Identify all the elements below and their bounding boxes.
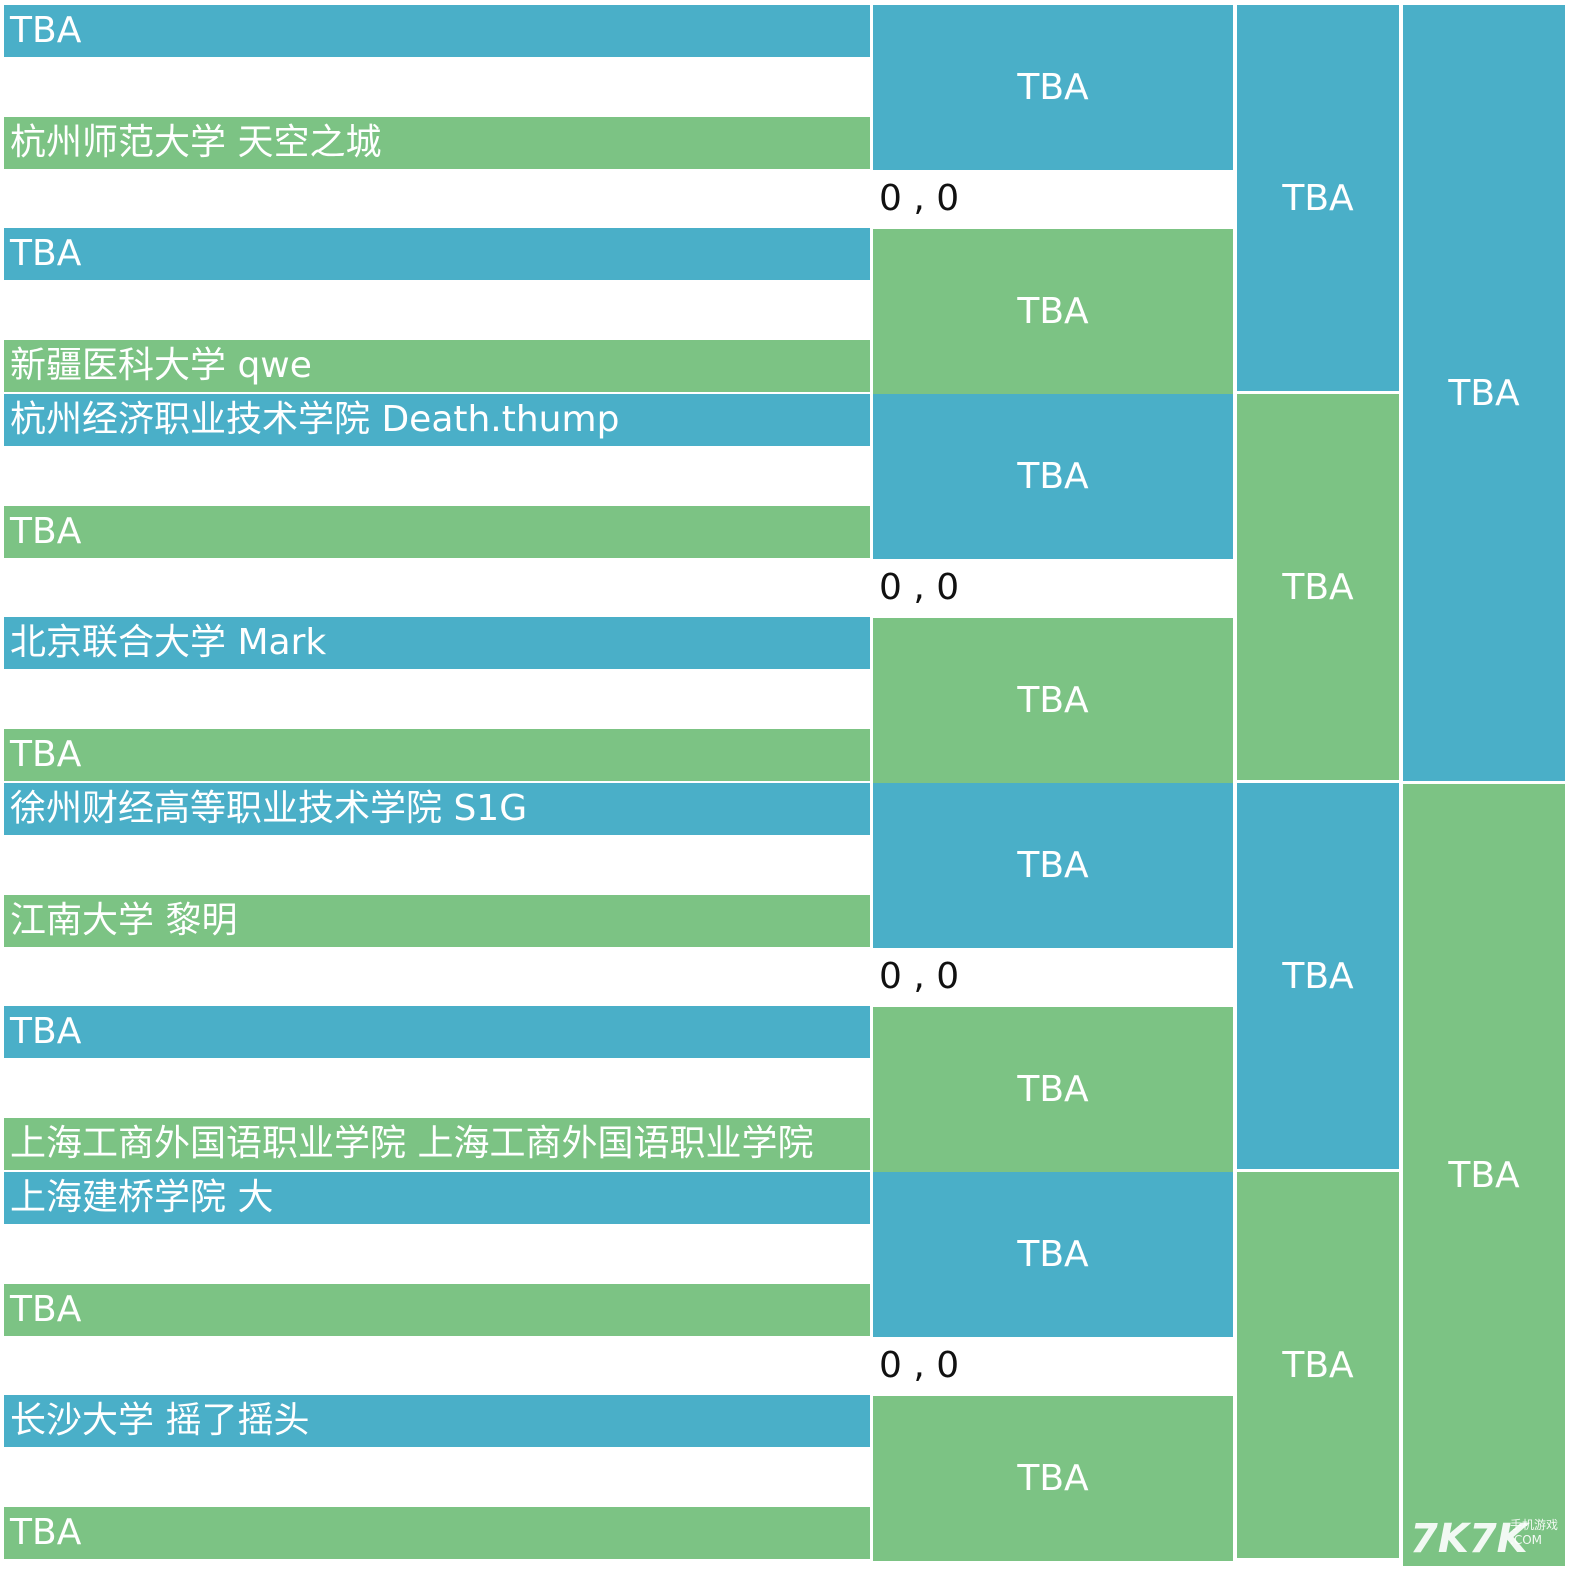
round3-result[interactable]: TBA xyxy=(1237,1172,1399,1558)
round2-result[interactable]: TBA xyxy=(873,783,1233,948)
match-score: 0 , 0 xyxy=(879,1345,960,1386)
team-slot[interactable]: 徐州财经高等职业技术学院 S1G xyxy=(4,783,870,835)
round2-result[interactable]: TBA xyxy=(873,1172,1233,1337)
round4-result[interactable]: TBA xyxy=(1403,784,1565,1566)
round4-result[interactable]: TBA xyxy=(1403,5,1565,781)
team-slot[interactable]: TBA xyxy=(4,506,870,558)
round3-result[interactable]: TBA xyxy=(1237,783,1399,1169)
watermark-logo: 7K7K 手机游戏 .COM xyxy=(1410,1516,1559,1562)
round2-result[interactable]: TBA xyxy=(873,394,1233,559)
round2-result[interactable]: TBA xyxy=(873,1396,1233,1561)
team-slot[interactable]: 上海工商外国语职业学院 上海工商外国语职业学院 xyxy=(4,1118,870,1170)
round2-result[interactable]: TBA xyxy=(873,229,1233,394)
match-score: 0 , 0 xyxy=(879,956,960,997)
team-slot[interactable]: 杭州师范大学 天空之城 xyxy=(4,117,870,169)
watermark-sub: 手机游戏 .COM xyxy=(1510,1518,1559,1547)
team-slot[interactable]: TBA xyxy=(4,1507,870,1559)
team-slot[interactable]: 北京联合大学 Mark xyxy=(4,617,870,669)
team-slot[interactable]: 长沙大学 摇了摇头 xyxy=(4,1395,870,1447)
round2-result[interactable]: TBA xyxy=(873,5,1233,170)
team-slot[interactable]: 上海建桥学院 大 xyxy=(4,1172,870,1224)
team-slot[interactable]: 江南大学 黎明 xyxy=(4,895,870,947)
round3-result[interactable]: TBA xyxy=(1237,5,1399,391)
round2-result[interactable]: TBA xyxy=(873,618,1233,783)
team-slot[interactable]: 新疆医科大学 qwe xyxy=(4,340,870,392)
team-slot[interactable]: 杭州经济职业技术学院 Death.thump xyxy=(4,394,870,446)
team-slot[interactable]: TBA xyxy=(4,1284,870,1336)
team-slot[interactable]: TBA xyxy=(4,729,870,781)
team-slot[interactable]: TBA xyxy=(4,228,870,280)
match-score: 0 , 0 xyxy=(879,567,960,608)
match-score: 0 , 0 xyxy=(879,178,960,219)
team-slot[interactable]: TBA xyxy=(4,5,870,57)
round2-result[interactable]: TBA xyxy=(873,1007,1233,1172)
team-slot[interactable]: TBA xyxy=(4,1006,870,1058)
round3-result[interactable]: TBA xyxy=(1237,394,1399,780)
